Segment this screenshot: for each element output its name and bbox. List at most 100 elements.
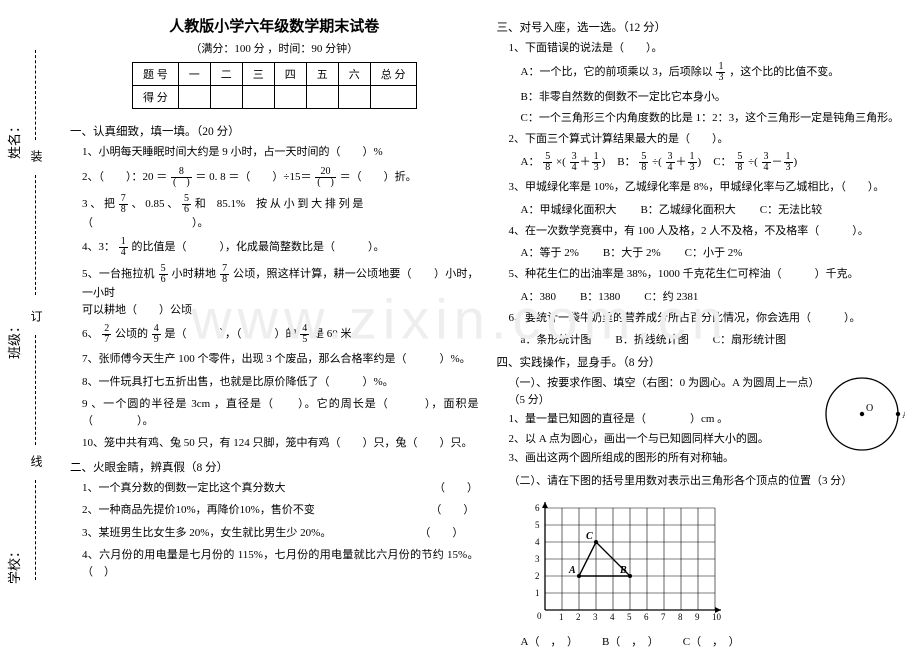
text-fragment: 小时耕地 (172, 268, 217, 280)
option: C：小于 2% (685, 244, 743, 260)
svg-text:7: 7 (661, 612, 666, 622)
fraction: 13 (716, 62, 725, 83)
question-text: 2、一种商品先提价10%，再降价10%，售价不变 （ ） (82, 502, 479, 519)
svg-text:A: A (568, 565, 576, 576)
score-cell (178, 86, 210, 109)
score-table: 题 号 一 二 三 四 五 六 总 分 得 分 (132, 62, 417, 109)
option: B：乙城绿化面积大 (640, 201, 735, 217)
option: a：条形统计图 (521, 331, 592, 347)
text-fragment: 是（ ），（ ）的 (165, 328, 297, 340)
option: C：约 2381 (644, 288, 698, 304)
svg-text:0: 0 (537, 611, 542, 621)
question-text: 7、张师傅今天生产 100 个零件，出现 3 个废品，那么合格率约是（ ）%。 (82, 351, 479, 368)
table-row: 得 分 (133, 86, 417, 109)
svg-text:C: C (586, 531, 593, 542)
mark-xian: 线 (28, 455, 45, 471)
text-fragment: 的比值是（ ），化成最简整数比是（ ）。 (132, 241, 385, 253)
svg-text:2: 2 (535, 571, 540, 581)
text-fragment: ＝（ ）折。 (340, 171, 417, 183)
option-row: A：等于 2% B：大于 2% C：小于 2% (521, 244, 906, 260)
score-cell: 得 分 (133, 86, 179, 109)
text-fragment: 、 0.85 、 (132, 198, 179, 210)
svg-text:5: 5 (535, 520, 540, 530)
text-fragment: （ ）。 (82, 217, 209, 229)
fraction: 27 (102, 324, 111, 345)
svg-text:B: B (619, 565, 627, 576)
option: A：等于 2% (521, 244, 579, 260)
text-fragment: 4、3： (82, 241, 115, 253)
svg-text:4: 4 (535, 537, 540, 547)
coord-b: B（ ， ） (602, 633, 659, 649)
option: C： 58 ÷( 34－13) (713, 152, 797, 173)
svg-text:9: 9 (695, 612, 700, 622)
score-cell (242, 86, 274, 109)
option: B：1380 (580, 288, 620, 304)
text-fragment: 是 60 米。 (313, 328, 363, 340)
section-1-title: 一、认真细致，填一填。（20 分） (70, 123, 479, 139)
svg-text:O: O (866, 403, 873, 414)
option: A：380 (521, 288, 556, 304)
text-fragment: 2、（ ）：20 ＝ (82, 171, 167, 183)
option: B：大于 2% (603, 244, 661, 260)
svg-text:5: 5 (627, 612, 632, 622)
score-cell: 三 (242, 63, 274, 86)
question-text: 5、种花生仁的出油率是 38%，1000 千克花生仁可榨油（ ）千克。 (509, 266, 906, 283)
exam-title: 人教版小学六年级数学期末试卷 (70, 15, 479, 36)
question-text: 6、 27 公顷的 49 是（ ），（ ）的 45 是 60 米。 (82, 324, 479, 345)
question-text: 8、一件玩具打七五折出售，也就是比原价降低了（ ）%。 (82, 374, 479, 391)
text-fragment: 公顷的 (115, 328, 148, 340)
svg-text:6: 6 (644, 612, 649, 622)
text-fragment: ，这个比的比值不变。 (729, 66, 839, 78)
coord-answers: A（ ， ） B（ ， ） C（ ， ） (521, 633, 906, 649)
score-cell: 题 号 (133, 63, 179, 86)
score-cell: 总 分 (370, 63, 416, 86)
option: C：无法比较 (760, 201, 822, 217)
fraction: 56 (182, 194, 191, 215)
exam-subtitle: （满分：100 分 ，时间：90 分钟） (70, 40, 479, 56)
svg-text:10: 10 (712, 612, 722, 622)
option-row: a：条形统计图 B：折线统计图 C：扇形统计图 (521, 331, 906, 347)
table-row: 题 号 一 二 三 四 五 六 总 分 (133, 63, 417, 86)
text-fragment: ＝ 0. 8 ＝（ ）÷15＝ (195, 171, 311, 183)
svg-text:3: 3 (535, 554, 540, 564)
svg-text:1: 1 (559, 612, 564, 622)
score-cell: 五 (306, 63, 338, 86)
question-text: （二）、请在下图的括号里用数对表示出三角形各个顶点的位置（3 分） (509, 473, 906, 490)
fraction: 20( ) (315, 167, 336, 188)
score-cell (210, 86, 242, 109)
option-row: C：一个三角形三个内角度数的比是 1：2：3，这个三角形一定是钝角三角形。 (521, 109, 906, 125)
svg-text:4: 4 (610, 612, 615, 622)
score-cell: 六 (338, 63, 370, 86)
fraction: 49 (152, 324, 161, 345)
question-text: 4、3： 14 的比值是（ ），化成最简整数比是（ ）。 (82, 237, 479, 258)
score-cell: 四 (274, 63, 306, 86)
label-school: 学校： (4, 545, 23, 584)
dash-seg-2 (35, 175, 36, 295)
question-text: 3 、 把 78 、 0.85 、 56 和 85.1% 按 从 小 到 大 排… (82, 194, 479, 232)
text-fragment: 可以耕地（ ）公顷。 (82, 304, 203, 316)
circle-diagram: O A (820, 372, 905, 457)
text-fragment: 5、一台拖拉机 (82, 268, 155, 280)
right-column: 三、对号入座，选一选。（12 分） 1、下面错误的说法是（ ）。 A：一个比，它… (497, 15, 906, 627)
option-row: B：非零自然数的倒数不一定比它本身小。 (521, 88, 906, 104)
left-column: 人教版小学六年级数学期末试卷 （满分：100 分 ，时间：90 分钟） 题 号 … (70, 15, 479, 627)
question-text: 3、某班男生比女生多 20%，女生就比男生少 20%。 （ ） (82, 525, 479, 542)
question-text: 1、下面错误的说法是（ ）。 (509, 40, 906, 57)
text-fragment: A：一个比，它的前项乘以 3，后项除以 (521, 66, 713, 78)
svg-text:6: 6 (535, 503, 540, 513)
binding-margin: 姓名： 装 班级： 订 线 学校： (0, 0, 60, 637)
fraction: 45 (300, 324, 309, 345)
option: B： 58 ÷( 34＋13) (617, 152, 701, 173)
fraction: 14 (119, 237, 128, 258)
svg-text:8: 8 (678, 612, 683, 622)
fraction: 8( ) (171, 167, 192, 188)
fraction: 78 (220, 264, 229, 285)
mark-zhuang: 装 (28, 150, 45, 166)
question-text: 2、下面三个算式计算结果最大的是（ ）。 (509, 131, 906, 148)
question-text: 1、一个真分数的倒数一定比这个真分数大 （ ） (82, 480, 479, 497)
content-columns: 人教版小学六年级数学期末试卷 （满分：100 分 ，时间：90 分钟） 题 号 … (60, 0, 920, 637)
label-class: 班级： (4, 320, 23, 359)
question-text: 9 、一个圆的半径是 3cm ，直径是（ ）。它的周长是（ ），面积是（ ）。 (82, 396, 479, 429)
score-cell (370, 86, 416, 109)
score-cell: 二 (210, 63, 242, 86)
